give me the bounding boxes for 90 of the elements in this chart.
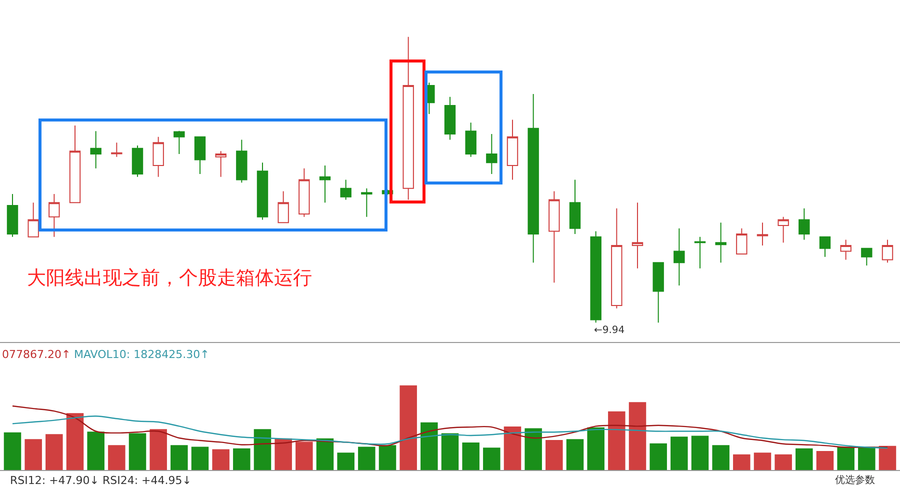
candlestick [278, 190, 289, 224]
bar [650, 443, 667, 470]
bar [296, 442, 313, 470]
bar [212, 449, 230, 470]
bar [733, 454, 750, 470]
bar [754, 452, 772, 470]
candlestick [444, 96, 456, 140]
bar [691, 436, 709, 470]
candlestick [674, 228, 685, 286]
candlestick [402, 36, 414, 200]
annotation: 大阳线出现之前，个股走箱体运行 [27, 267, 312, 289]
bar [400, 385, 417, 470]
bar [420, 422, 438, 470]
bar [858, 446, 876, 470]
candlestick [215, 150, 226, 178]
bar [483, 448, 500, 470]
candlestick [194, 136, 206, 175]
bar [316, 438, 334, 470]
bar [524, 428, 542, 470]
candlestick [861, 248, 872, 266]
candlestick [48, 194, 60, 238]
bar [837, 446, 854, 470]
candlestick [298, 168, 310, 218]
bar [712, 445, 730, 470]
candlestick [132, 144, 144, 178]
bar [816, 450, 834, 470]
candlestick [506, 119, 518, 180]
candlestick [694, 236, 706, 269]
bar [191, 446, 209, 470]
candlestick [111, 142, 122, 158]
text: ←9.94 [594, 325, 625, 336]
candlestick [90, 130, 102, 169]
bar [796, 448, 813, 470]
text: 077867.20↑ [2, 348, 71, 361]
bar [274, 438, 292, 470]
candlestick [840, 239, 852, 260]
bar [233, 448, 250, 470]
text: MAVOL10: 1828425.30↑ [74, 348, 210, 361]
candlestick [715, 222, 726, 264]
bar [441, 433, 459, 470]
bar [628, 402, 646, 470]
bar [670, 436, 688, 470]
candlestick [486, 134, 498, 175]
bar [378, 445, 396, 470]
bar [337, 452, 354, 470]
bar [462, 442, 480, 470]
candlestick [819, 236, 831, 258]
candlestick [174, 130, 185, 155]
bar [566, 439, 584, 470]
candlestick [736, 228, 748, 255]
candlestick [236, 139, 248, 184]
bar [24, 439, 42, 470]
bar [546, 440, 563, 470]
bar [608, 411, 626, 470]
candlestick [6, 194, 18, 238]
candlestick [548, 190, 560, 284]
bar [46, 434, 63, 470]
bar [504, 426, 522, 470]
bar [878, 446, 896, 470]
candlestick [652, 262, 664, 324]
candlestick [319, 164, 331, 204]
candlestick [778, 216, 789, 244]
candlestick [528, 94, 539, 264]
candlestick [256, 162, 268, 220]
text: RSI12: +47.90↓ RSI24: +44.95↓ [10, 474, 192, 485]
candlestick [798, 208, 810, 240]
candlestick [569, 179, 581, 235]
candlestick [465, 122, 476, 158]
candlestick [361, 188, 372, 218]
candlestick [590, 230, 602, 324]
candlestick [340, 179, 352, 200]
bar [254, 429, 272, 470]
candlestick [69, 124, 81, 204]
bar [150, 429, 167, 470]
bar [587, 427, 604, 470]
candlestick [632, 202, 644, 269]
bar [66, 413, 84, 470]
bar [4, 432, 22, 470]
candlestick [611, 208, 622, 309]
bar [128, 433, 146, 470]
candlestick [882, 239, 894, 264]
bar [170, 445, 188, 470]
candlestick [756, 222, 768, 246]
bar [87, 432, 104, 470]
bar [774, 454, 792, 470]
bar [108, 445, 126, 470]
bar [358, 446, 376, 470]
candlestick [152, 136, 164, 178]
text: 优选参数 [835, 474, 875, 485]
candlestick [28, 202, 39, 238]
